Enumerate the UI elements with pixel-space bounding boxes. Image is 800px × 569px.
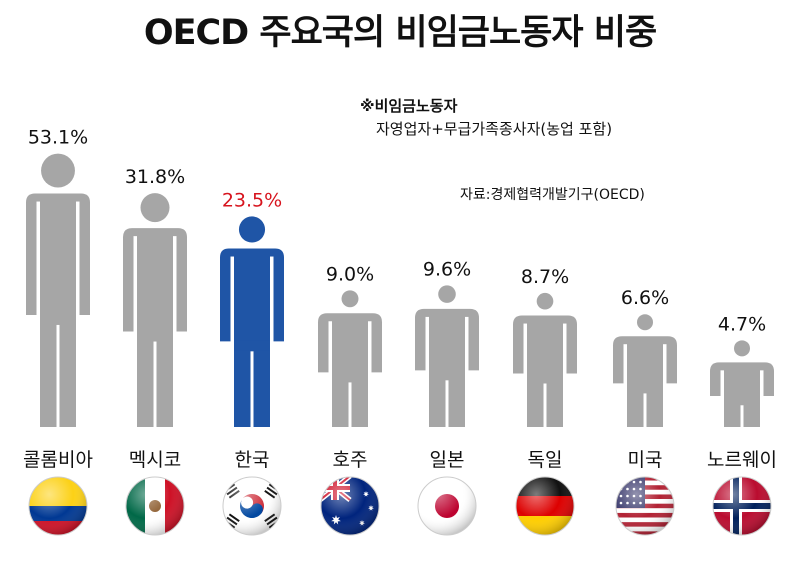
- value-label: 9.0%: [326, 263, 374, 285]
- note-body: 자영업자+무급가족종사자(농업 포함): [376, 120, 613, 138]
- category-label: 일본: [430, 449, 465, 471]
- value-label: 6.6%: [621, 287, 669, 309]
- category-label: 호주: [333, 449, 368, 471]
- person-figure: [613, 314, 677, 427]
- value-label: 31.8%: [125, 166, 185, 188]
- australia-flag: [320, 476, 380, 536]
- person-figure: [415, 285, 479, 427]
- person-figure: [513, 292, 577, 427]
- person-figure: [710, 340, 774, 427]
- source-note: 자료:경제협력개발기구(OECD): [460, 187, 645, 203]
- category-label: 노르웨이: [707, 449, 777, 471]
- chart-title: OECD 주요국의 비임금노동자 비중: [143, 13, 657, 53]
- category-label: 멕시코: [129, 449, 181, 471]
- mexico-flag: [125, 476, 185, 536]
- value-label: 4.7%: [718, 313, 766, 335]
- person-figure: [26, 153, 90, 427]
- note-title: ※비임금노동자: [360, 97, 458, 115]
- germany-flag: [515, 476, 575, 536]
- person-figure: [123, 193, 187, 427]
- category-label: 미국: [628, 449, 663, 471]
- norway-flag: [712, 476, 772, 536]
- category-label: 한국: [235, 449, 270, 471]
- category-labels-layer: 콜롬비아 멕시코 한국 호주 일본 독일 미국 노르웨이: [23, 449, 777, 471]
- value-label: 8.7%: [521, 266, 569, 288]
- korea-flag: [222, 476, 282, 536]
- value-label: 23.5%: [222, 189, 282, 211]
- figures-layer: [26, 153, 774, 427]
- flags-layer: [28, 476, 772, 536]
- person-figure: [318, 290, 382, 427]
- value-label: 53.1%: [28, 127, 88, 149]
- person-figure: [220, 216, 284, 427]
- japan-flag: [417, 476, 477, 536]
- category-label: 독일: [528, 449, 563, 471]
- value-label: 9.6%: [423, 258, 471, 280]
- colombia-flag: [28, 476, 88, 536]
- usa-flag: [615, 476, 675, 536]
- value-labels-layer: 53.1% 31.8% 23.5% 9.0% 9.6% 8.7% 6.6% 4.7%: [28, 127, 766, 336]
- category-label: 콜롬비아: [23, 449, 93, 471]
